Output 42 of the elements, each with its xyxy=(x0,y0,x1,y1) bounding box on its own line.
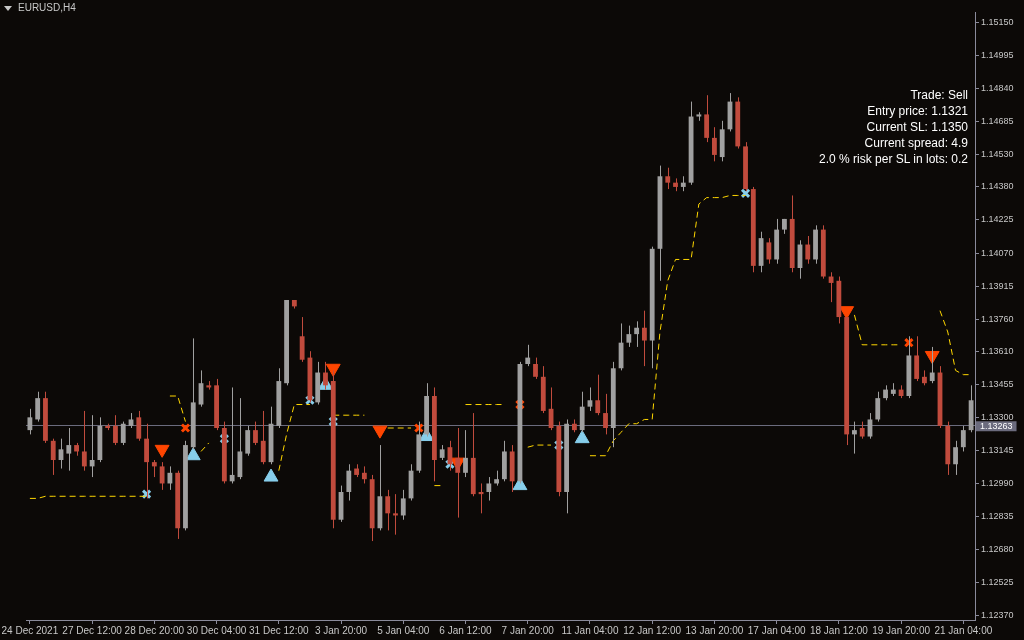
y-tick-label: 1.14070 xyxy=(981,247,1014,258)
x-tick-label: 19 Jan 20:00 xyxy=(872,624,931,636)
x-tick-label: 18 Jan 12:00 xyxy=(809,624,869,636)
x-tick-label: 5 Jan 04:00 xyxy=(377,624,430,636)
y-tick-label: 1.12835 xyxy=(981,511,1014,522)
annotation: Trade: Sell xyxy=(909,87,968,103)
y-tick-label: 1.13145 xyxy=(981,444,1014,455)
y-tick-label: 1.13760 xyxy=(981,313,1014,324)
annotation: 2.0 % risk per SL in lots: 0.2 xyxy=(819,151,968,167)
x-tick-label: 30 Dec 04:00 xyxy=(186,624,247,636)
y-tick-label: 1.14530 xyxy=(981,149,1014,160)
x-tick-label: 28 Dec 20:00 xyxy=(124,624,185,636)
x-tick-label: 21 Jan 04:00 xyxy=(934,624,993,636)
y-tick-label: 1.12525 xyxy=(981,577,1014,588)
annotation: Entry price: 1.1321 xyxy=(866,103,968,119)
y-tick-label: 1.15150 xyxy=(981,17,1014,28)
y-tick-label: 1.14380 xyxy=(981,181,1014,192)
y-tick-label: 1.14840 xyxy=(981,83,1014,94)
y-tick-label: 1.14685 xyxy=(981,116,1014,127)
x-tick-label: 11 Jan 04:00 xyxy=(561,624,619,636)
x-tick-label: 13 Jan 20:00 xyxy=(685,624,744,636)
x-tick-label: 6 Jan 12:00 xyxy=(439,624,493,636)
y-tick-label: 1.13455 xyxy=(981,378,1014,389)
x-tick-label: 7 Jan 20:00 xyxy=(501,624,555,636)
y-tick-label: 1.14225 xyxy=(981,214,1014,225)
y-tick-label: 1.14995 xyxy=(981,50,1014,61)
y-tick-label: 1.13300 xyxy=(981,411,1014,422)
y-tick-label: 1.12370 xyxy=(981,610,1014,621)
x-tick-label: 24 Dec 2021 xyxy=(1,624,59,636)
x-tick-label: 27 Dec 12:00 xyxy=(62,624,123,636)
y-tick-label: 1.13915 xyxy=(981,280,1014,291)
y-tick-label: 1.12990 xyxy=(981,477,1014,488)
x-tick-label: 12 Jan 12:00 xyxy=(623,624,682,636)
annotation: Current SL: 1.1350 xyxy=(865,119,968,135)
annotation: Current spread: 4.9 xyxy=(863,135,968,151)
x-tick-label: 31 Dec 12:00 xyxy=(249,624,309,636)
x-tick-label: 17 Jan 04:00 xyxy=(747,624,806,636)
y-tick-label: 1.12680 xyxy=(981,544,1014,555)
chart-title: EURUSD,H4 xyxy=(18,2,76,13)
x-tick-label: 3 Jan 20:00 xyxy=(314,624,368,636)
y-tick-label: 1.13610 xyxy=(981,345,1014,356)
ref-line-label: 1.13263 xyxy=(980,420,1013,431)
